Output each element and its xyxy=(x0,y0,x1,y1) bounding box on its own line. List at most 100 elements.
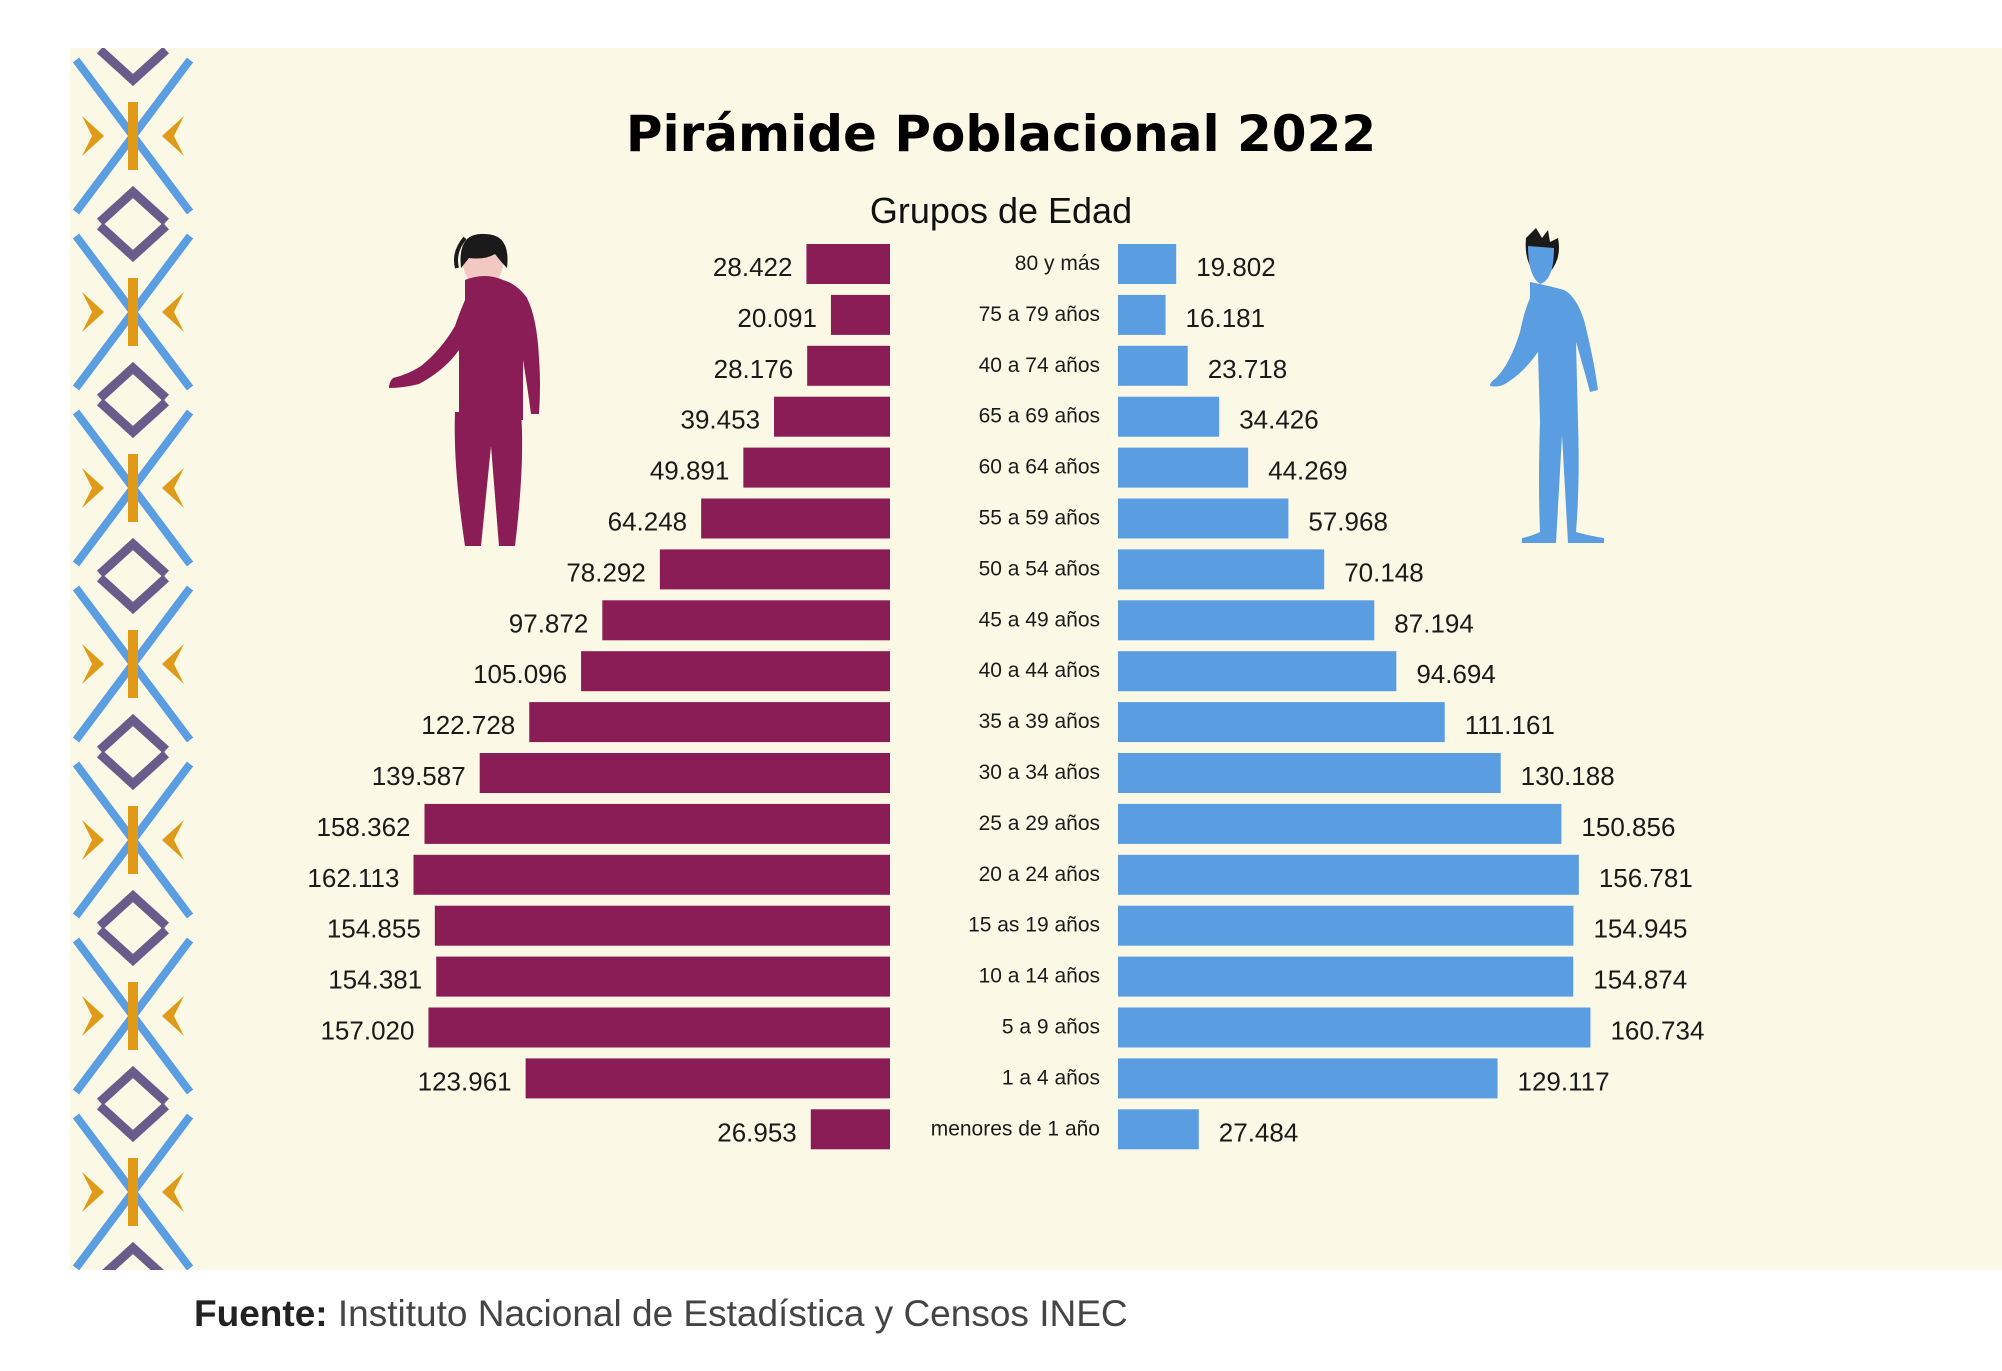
female-value-label: 122.728 xyxy=(421,710,515,740)
male-bar xyxy=(1118,345,1188,386)
woman-figure-icon xyxy=(389,233,540,546)
female-value-label: 49.891 xyxy=(650,456,730,486)
female-value-label: 26.953 xyxy=(717,1117,797,1147)
pattern-purple-chevron xyxy=(96,398,170,439)
pattern-orange-bar xyxy=(128,1158,138,1226)
pattern-orange-arrow xyxy=(162,292,184,332)
female-value-label: 158.362 xyxy=(317,812,411,842)
pattern-purple-chevron xyxy=(96,222,170,263)
pattern-orange-bar xyxy=(128,102,138,170)
man-figure-icon xyxy=(1490,228,1604,543)
pattern-orange-bar xyxy=(128,982,138,1050)
female-bar xyxy=(529,702,890,743)
pattern-orange-arrow xyxy=(82,292,104,332)
age-group-label: 15 as 19 años xyxy=(968,914,1100,937)
pattern-orange-arrow xyxy=(162,644,184,684)
male-bar xyxy=(1118,905,1574,946)
pattern-purple-chevron xyxy=(96,185,170,226)
pattern-orange-bar xyxy=(128,454,138,522)
age-group-label: 25 a 29 años xyxy=(979,812,1100,835)
female-value-label: 97.872 xyxy=(509,608,589,638)
male-value-label: 129.117 xyxy=(1518,1066,1610,1096)
age-group-label: 65 a 69 años xyxy=(979,405,1100,428)
male-value-label: 154.945 xyxy=(1593,914,1687,944)
male-value-label: 156.781 xyxy=(1599,863,1693,893)
pattern-orange-arrow xyxy=(162,820,184,860)
male-bar xyxy=(1118,447,1249,488)
age-group-label: 80 y más xyxy=(1015,252,1100,275)
male-bar xyxy=(1118,396,1220,437)
female-bar xyxy=(581,651,890,692)
male-bar xyxy=(1118,1058,1498,1099)
female-bar xyxy=(774,396,890,437)
age-group-label: 1 a 4 años xyxy=(1002,1066,1100,1089)
female-value-label: 154.381 xyxy=(328,965,422,995)
male-bar xyxy=(1118,244,1177,284)
pattern-orange-arrow xyxy=(162,1172,184,1212)
female-value-label: 157.020 xyxy=(320,1016,414,1046)
female-value-label: 64.248 xyxy=(608,507,688,537)
male-value-label: 57.968 xyxy=(1308,507,1388,537)
male-bar xyxy=(1118,600,1375,641)
pattern-orange-arrow xyxy=(82,1172,104,1212)
pattern-purple-chevron xyxy=(96,750,170,791)
age-group-label: 10 a 14 años xyxy=(979,965,1100,988)
pattern-purple-chevron xyxy=(96,889,170,930)
pattern-orange-arrow xyxy=(82,116,104,156)
male-value-label: 70.148 xyxy=(1344,557,1424,587)
age-group-label: 30 a 34 años xyxy=(979,761,1100,784)
female-bar xyxy=(806,244,890,284)
male-value-label: 27.484 xyxy=(1219,1117,1299,1147)
pattern-orange-bar xyxy=(128,806,138,874)
female-value-label: 123.961 xyxy=(418,1066,512,1096)
female-value-label: 78.292 xyxy=(566,557,646,587)
female-value-label: 20.091 xyxy=(737,303,817,333)
age-group-label: 50 a 54 años xyxy=(979,557,1100,580)
pattern-orange-arrow xyxy=(162,116,184,156)
female-value-label: 28.422 xyxy=(713,252,793,282)
female-value-label: 39.453 xyxy=(681,405,761,435)
pattern-purple-chevron xyxy=(96,1102,170,1143)
male-value-label: 44.269 xyxy=(1268,456,1348,486)
age-group-label: 55 a 59 años xyxy=(979,507,1100,530)
male-value-label: 150.856 xyxy=(1581,812,1675,842)
male-bar xyxy=(1118,854,1579,895)
male-bar xyxy=(1118,549,1325,590)
female-bar xyxy=(434,905,890,946)
male-value-label: 154.874 xyxy=(1593,965,1687,995)
age-group-label: 40 a 74 años xyxy=(979,354,1100,377)
female-bar xyxy=(424,803,890,844)
male-value-label: 94.694 xyxy=(1416,659,1496,689)
female-bar xyxy=(701,498,890,539)
female-bar xyxy=(436,956,890,997)
female-bar xyxy=(602,600,890,641)
pattern-orange-arrow xyxy=(82,996,104,1036)
male-bar xyxy=(1118,753,1501,793)
chart-background xyxy=(70,48,2002,1270)
male-value-label: 34.426 xyxy=(1239,405,1319,435)
male-bar xyxy=(1118,1007,1591,1048)
male-bar xyxy=(1118,956,1574,997)
male-bar xyxy=(1118,1109,1199,1150)
male-value-label: 130.188 xyxy=(1521,761,1615,791)
pattern-purple-chevron xyxy=(102,1241,164,1270)
pattern-orange-bar xyxy=(128,630,138,698)
decorative-pattern-border xyxy=(72,48,194,1270)
age-group-label: 45 a 49 años xyxy=(979,608,1100,631)
age-group-label: menores de 1 año xyxy=(931,1117,1100,1140)
pattern-purple-chevron xyxy=(96,48,170,87)
source-note: Fuente: Instituto Nacional de Estadístic… xyxy=(194,1293,1128,1335)
age-group-label: 35 a 39 años xyxy=(979,710,1100,733)
male-value-label: 160.734 xyxy=(1610,1016,1704,1046)
male-value-label: 111.161 xyxy=(1465,710,1555,740)
male-value-label: 16.181 xyxy=(1186,303,1266,333)
age-group-label: 20 a 24 años xyxy=(979,863,1100,886)
female-value-label: 28.176 xyxy=(714,354,794,384)
source-text: Instituto Nacional de Estadística y Cens… xyxy=(337,1293,1128,1334)
pattern-purple-chevron xyxy=(96,1065,170,1106)
female-value-label: 162.113 xyxy=(307,863,399,893)
source-label: Fuente: xyxy=(194,1293,328,1334)
pattern-orange-arrow xyxy=(82,820,104,860)
pattern-purple-chevron xyxy=(96,574,170,615)
